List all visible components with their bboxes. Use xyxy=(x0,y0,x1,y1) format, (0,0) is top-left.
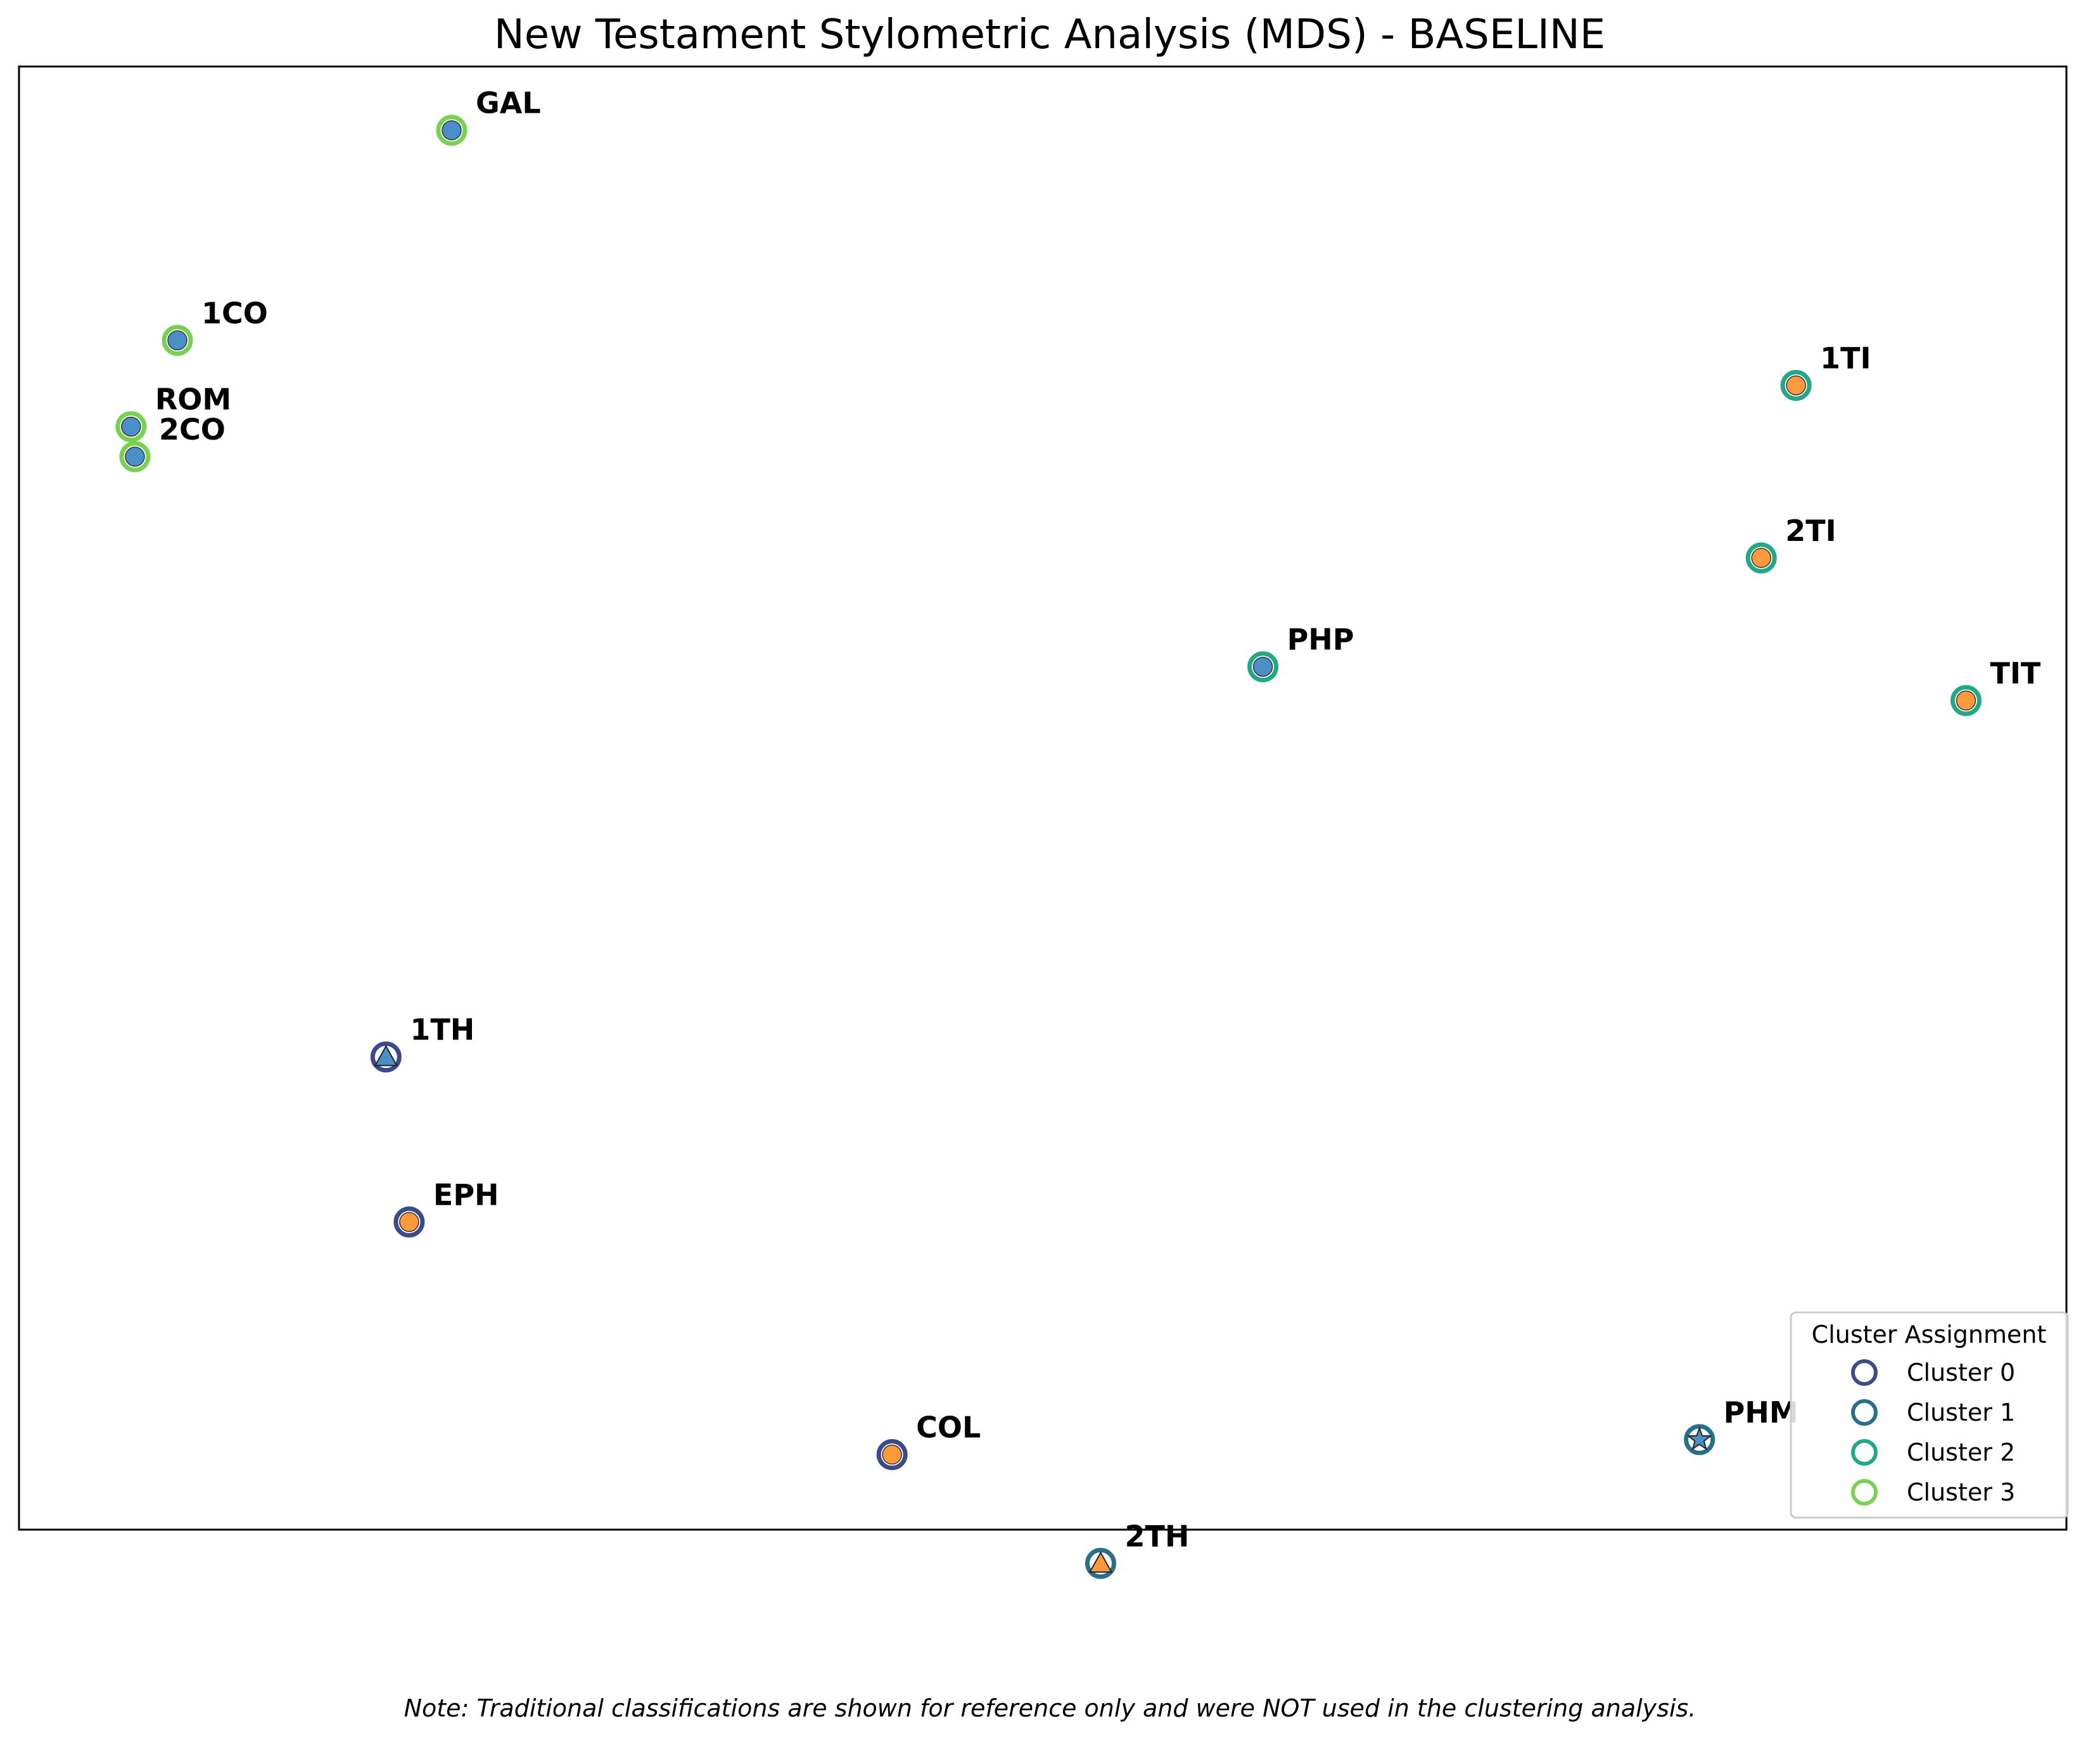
data-point-eph: EPH xyxy=(393,1177,499,1238)
cluster-ring xyxy=(162,324,193,356)
cluster-ring xyxy=(1684,1424,1715,1456)
cluster-ring xyxy=(876,1439,908,1471)
legend-marker xyxy=(1851,1359,1878,1386)
data-point-tit: TIT xyxy=(1950,656,2041,716)
point-label: GAL xyxy=(476,86,541,120)
point-label: 1CO xyxy=(201,296,268,330)
legend-marker xyxy=(1851,1399,1878,1426)
triangle-marker xyxy=(1088,1551,1113,1573)
footnote: Note: Traditional classifications are sh… xyxy=(404,1694,1696,1722)
data-point-gal: GAL xyxy=(436,86,541,146)
legend-entry: Cluster 0 xyxy=(1851,1359,2015,1386)
triangle-marker xyxy=(374,1044,398,1067)
cluster-ring xyxy=(119,441,151,473)
point-label: EPH xyxy=(433,1177,499,1212)
legend-label: Cluster 0 xyxy=(1907,1359,2015,1386)
circle-marker xyxy=(442,120,462,141)
circle-marker xyxy=(125,447,145,467)
cluster-ring xyxy=(370,1041,402,1073)
legend-entry: Cluster 1 xyxy=(1851,1399,2015,1426)
data-point-2th: 2TH xyxy=(1085,1519,1189,1579)
legend-entry: Cluster 3 xyxy=(1851,1478,2015,1506)
legend-entry: Cluster 2 xyxy=(1851,1438,2015,1466)
data-point-1co: 1CO xyxy=(162,296,268,356)
point-label: 2TI xyxy=(1785,514,1836,548)
data-point-2co: 2CO xyxy=(119,412,226,473)
legend-label: Cluster 1 xyxy=(1907,1399,2015,1426)
cluster-ring xyxy=(1085,1547,1116,1579)
data-point-2ti: 2TI xyxy=(1745,514,1836,574)
circle-marker xyxy=(121,416,141,437)
cluster-ring xyxy=(393,1206,425,1238)
circle-marker xyxy=(1252,656,1273,677)
circle-marker xyxy=(167,330,188,351)
cluster-ring xyxy=(1247,651,1279,683)
data-point-1ti: 1TI xyxy=(1780,341,1871,401)
data-point-col: COL xyxy=(876,1411,981,1471)
legend-label: Cluster 3 xyxy=(1907,1478,2015,1506)
point-label: 2TH xyxy=(1124,1519,1189,1553)
cluster-ring xyxy=(1745,542,1777,574)
point-label: COL xyxy=(916,1411,981,1445)
point-label: 1TH xyxy=(410,1013,474,1047)
legend-marker xyxy=(1851,1479,1878,1506)
plot-area xyxy=(18,65,2068,1531)
point-label: ROM xyxy=(155,383,231,417)
point-label: 1TI xyxy=(1820,341,1871,375)
circle-marker xyxy=(399,1212,419,1233)
point-label: TIT xyxy=(1990,656,2040,690)
point-label: PHP xyxy=(1287,623,1354,657)
circle-marker xyxy=(882,1444,902,1465)
circle-marker xyxy=(1751,548,1771,568)
cluster-ring xyxy=(115,411,147,443)
cluster-ring xyxy=(436,115,468,146)
data-point-1th: 1TH xyxy=(370,1013,474,1073)
legend-label: Cluster 2 xyxy=(1907,1438,2015,1466)
chart-title: New Testament Stylometric Analysis (MDS)… xyxy=(494,11,1605,58)
legend-entries: Cluster 0 Cluster 1 Cluster 2 Cluster 3 xyxy=(1851,1359,2015,1506)
point-label: PHM xyxy=(1724,1395,1798,1430)
legend-title: Cluster Assignment xyxy=(1812,1321,2047,1348)
circle-marker xyxy=(1786,375,1806,396)
data-point-phm: PHM xyxy=(1684,1395,1798,1456)
legend-marker xyxy=(1851,1439,1878,1466)
circle-marker xyxy=(1956,690,1976,711)
cluster-ring xyxy=(1780,369,1812,401)
data-point-rom: ROM xyxy=(115,383,231,443)
point-label: 2CO xyxy=(159,412,226,447)
data-point-php: PHP xyxy=(1247,623,1354,683)
star-marker xyxy=(1686,1426,1712,1450)
cluster-ring xyxy=(1950,685,1982,716)
